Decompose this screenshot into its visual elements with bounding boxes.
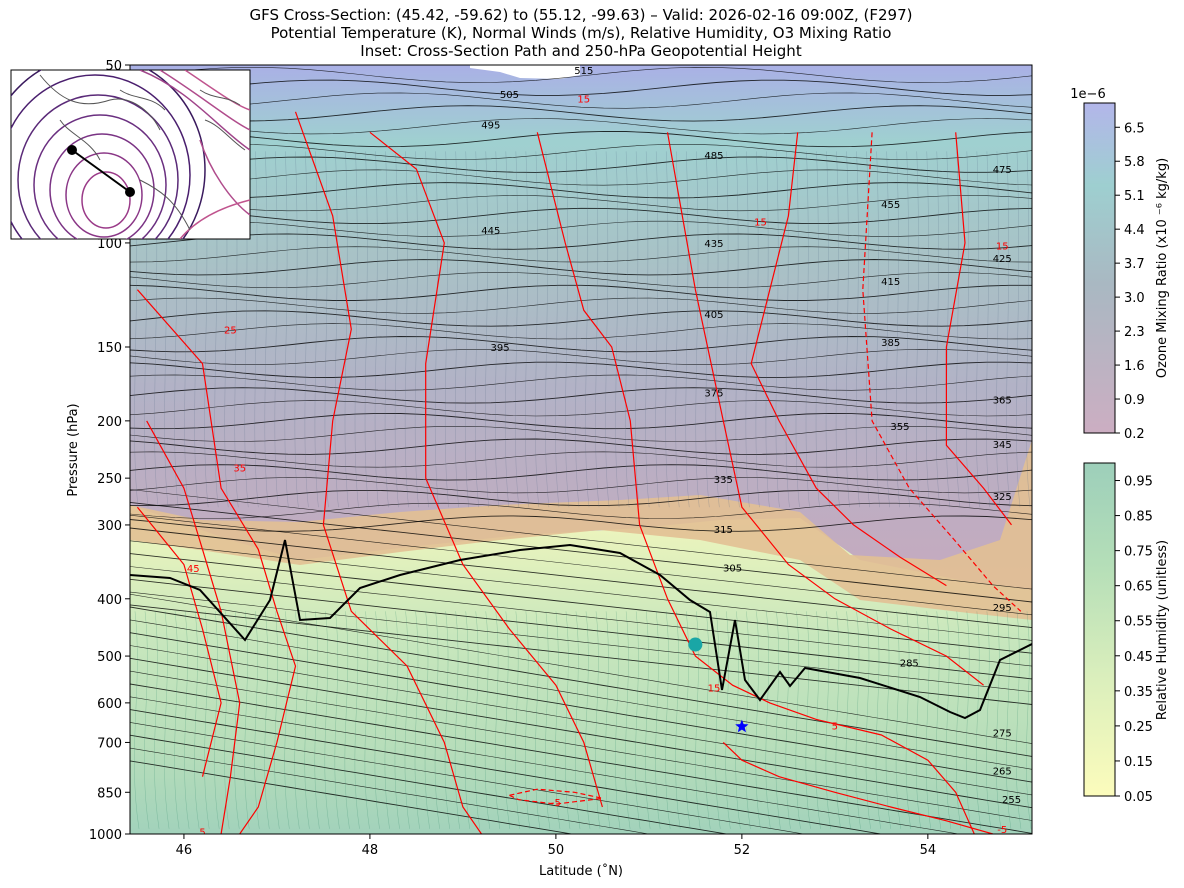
wind-labels: 15 15 15 25 35 45 15 5 -5 -5 5 [187, 95, 1009, 838]
theta-label-0: 515 [574, 66, 593, 77]
theta-label-13: 375 [704, 388, 723, 399]
ozone-tick-label-3: 4.4 [1124, 223, 1145, 238]
chart-title: GFS Cross-Section: (45.42, -59.62) to (5… [249, 6, 913, 24]
theta-label-14: 365 [993, 395, 1012, 406]
wind-label-3: 25 [224, 325, 237, 336]
ozone-offset-text: 1e−6 [1070, 87, 1105, 102]
humidity-field [130, 505, 1032, 834]
rh-tick-label-1: 0.85 [1124, 510, 1153, 525]
rh-tick-label-7: 0.25 [1124, 720, 1153, 735]
tropopause-line [130, 539, 1032, 720]
ozone-tick-label-8: 0.9 [1124, 393, 1145, 408]
y-tick-label-9: 150 [97, 341, 122, 356]
theta-label-20: 305 [723, 563, 742, 574]
wind-label-6: 15 [708, 683, 721, 694]
chart-subtitle: Potential Temperature (K), Normal Winds … [270, 24, 892, 42]
ozone-tick-label-9: 0.2 [1124, 427, 1145, 442]
y-tick-label-2: 700 [97, 736, 122, 751]
ozone-tick-label-4: 3.7 [1124, 257, 1145, 272]
y-tick-label-0: 1000 [89, 828, 122, 843]
theta-label-1: 505 [500, 90, 519, 101]
ozone-tick-label-6: 2.3 [1124, 325, 1145, 340]
ozone-tick-label-2: 5.1 [1124, 189, 1145, 204]
ozone-colorbar: 1e−6 6.5 5.8 5.1 4.4 3.7 3.0 2.3 1.6 0.9 0.2 Ozon… [1070, 87, 1170, 442]
theta-label-8: 425 [993, 254, 1012, 265]
theta-label-2: 495 [481, 120, 500, 131]
wind-label-1: 15 [754, 218, 767, 229]
x-tick-label-0: 46 [176, 843, 193, 858]
y-tick-label-8: 200 [97, 415, 122, 430]
x-axis: 46 48 50 52 54 [176, 834, 936, 858]
y-tick-label-4: 500 [97, 650, 122, 665]
x-tick-label-1: 48 [362, 843, 379, 858]
y-axis-label: Pressure (hPa) [66, 403, 81, 496]
theta-label-6: 445 [481, 226, 500, 237]
wind-label-0: 15 [577, 95, 590, 106]
rh-tick-label-9: 0.05 [1124, 790, 1153, 805]
upper-gap [470, 65, 580, 79]
theta-label-11: 395 [491, 343, 510, 354]
theta-label-4: 475 [993, 165, 1012, 176]
x-axis-label: Latitude (˚N) [539, 863, 623, 879]
chart-inset-caption: Inset: Cross-Section Path and 250-hPa Ge… [360, 42, 802, 60]
ozone-tick-label-7: 1.6 [1124, 359, 1145, 374]
y-tick-label-1: 850 [97, 786, 122, 801]
cross-section-circle-marker [688, 637, 703, 652]
theta-label-17: 335 [714, 475, 733, 486]
theta-label-22: 285 [900, 659, 919, 670]
x-tick-label-4: 54 [920, 843, 937, 858]
ozone-colorbar-label: Ozone Mixing Ratio (x10 ⁻⁶ kg/kg) [1155, 158, 1170, 378]
rh-tick-label-2: 0.75 [1124, 545, 1153, 560]
wind-label-5: 45 [187, 564, 200, 575]
theta-label-10: 405 [704, 310, 723, 321]
rh-tick-label-8: 0.15 [1124, 755, 1153, 770]
humidity-colorbar-label: Relative Humidity (unitless) [1155, 540, 1170, 720]
y-tick-label-10: 100 [97, 237, 122, 252]
theta-label-18: 325 [993, 492, 1012, 503]
x-tick-label-3: 52 [734, 843, 751, 858]
plot-frame [129, 64, 1033, 835]
theta-label-3: 485 [704, 151, 723, 162]
theta-contours [130, 66, 1032, 834]
theta-label-7: 435 [704, 239, 723, 250]
theta-label-21: 295 [993, 603, 1012, 614]
inset-map [10, 69, 251, 240]
wind-label-8: -5 [551, 798, 561, 809]
rh-tick-label-0: 0.95 [1124, 475, 1153, 490]
y-tick-label-6: 300 [97, 519, 122, 534]
wind-label-10: 5 [199, 827, 205, 838]
ozone-tick-label-5: 3.0 [1124, 291, 1145, 306]
markers [688, 637, 749, 733]
humidity-colorbar: 0.95 0.85 0.75 0.65 0.55 0.45 0.35 0.25 0.15 0.05… [1083, 462, 1170, 805]
theta-label-9: 415 [881, 277, 900, 288]
cross-section-star-marker [735, 719, 749, 733]
rh-tick-label-5: 0.45 [1124, 650, 1153, 665]
y-tick-label-7: 250 [97, 472, 122, 487]
wind-label-4: 35 [233, 464, 246, 475]
x-tick-label-2: 50 [548, 843, 565, 858]
theta-label-25: 255 [1002, 795, 1021, 806]
theta-label-16: 345 [993, 440, 1012, 451]
theta-label-24: 265 [993, 767, 1012, 778]
ozone-tick-label-1: 5.8 [1124, 155, 1145, 170]
y-tick-label-3: 600 [97, 697, 122, 712]
rh-tick-label-3: 0.65 [1124, 580, 1153, 595]
wind-label-2: 15 [996, 241, 1009, 252]
rh-tick-label-4: 0.55 [1124, 615, 1153, 630]
theta-label-23: 275 [993, 728, 1012, 739]
theta-label-5: 455 [881, 200, 900, 211]
ozone-tick-label-0: 6.5 [1124, 121, 1145, 136]
wind-label-7: 5 [832, 721, 838, 732]
moist-band [130, 440, 1032, 620]
wind-contours [136, 111, 1022, 834]
wind-label-9: -5 [997, 825, 1007, 836]
theta-label-12: 385 [881, 338, 900, 349]
y-tick-label-5: 400 [97, 593, 122, 608]
rh-tick-label-6: 0.35 [1124, 685, 1153, 700]
theta-label-19: 315 [714, 525, 733, 536]
theta-label-15: 355 [890, 422, 909, 433]
